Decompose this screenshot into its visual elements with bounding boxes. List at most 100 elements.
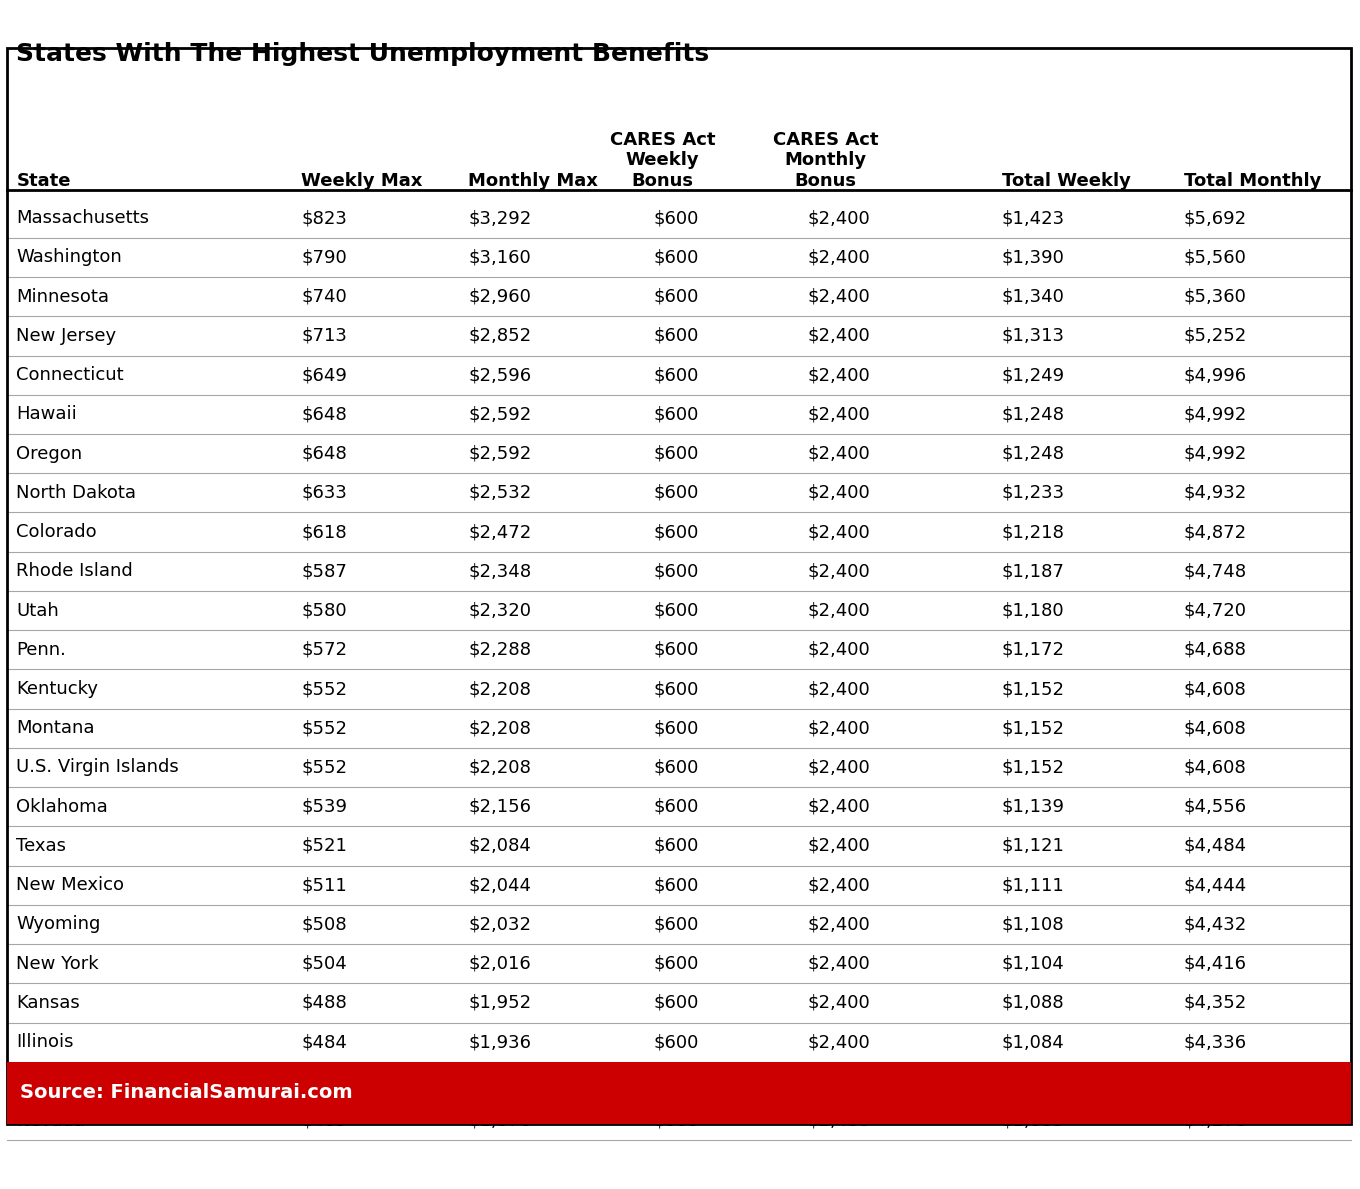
- Text: $484: $484: [302, 1033, 347, 1051]
- Text: $4,992: $4,992: [1183, 445, 1247, 463]
- Text: $1,423: $1,423: [1002, 209, 1065, 227]
- Text: Total Monthly: Total Monthly: [1183, 172, 1321, 190]
- Text: $4,748: $4,748: [1183, 562, 1247, 580]
- Text: $1,121: $1,121: [1002, 837, 1065, 855]
- Text: New Mexico: New Mexico: [16, 876, 124, 894]
- Text: $4,336: $4,336: [1183, 1033, 1247, 1051]
- Text: $600: $600: [653, 719, 699, 737]
- Text: $600: $600: [653, 602, 699, 619]
- Text: $600: $600: [653, 484, 699, 502]
- Text: $3,292: $3,292: [468, 209, 532, 227]
- Text: Nevada: Nevada: [16, 1112, 86, 1130]
- Text: $2,044: $2,044: [468, 876, 532, 894]
- Text: $600: $600: [653, 876, 699, 894]
- Text: $1,248: $1,248: [1002, 445, 1065, 463]
- Text: $4,320: $4,320: [1183, 1072, 1247, 1090]
- Text: $1,920: $1,920: [468, 1072, 532, 1090]
- Text: $1,936: $1,936: [468, 1033, 532, 1051]
- Text: $1,876: $1,876: [468, 1112, 532, 1130]
- Text: $508: $508: [302, 916, 347, 933]
- Text: $2,016: $2,016: [468, 955, 532, 973]
- Text: $600: $600: [653, 1112, 699, 1130]
- Text: $2,348: $2,348: [468, 562, 532, 580]
- Text: $2,208: $2,208: [468, 759, 532, 776]
- Text: $488: $488: [302, 994, 347, 1012]
- Text: $521: $521: [302, 837, 347, 855]
- Text: $600: $600: [653, 523, 699, 541]
- Text: $572: $572: [302, 641, 347, 659]
- Text: $2,596: $2,596: [468, 366, 532, 384]
- Text: $600: $600: [653, 680, 699, 698]
- Text: New York: New York: [16, 955, 99, 973]
- Text: $4,996: $4,996: [1183, 366, 1247, 384]
- Text: Texas: Texas: [16, 837, 67, 855]
- Text: Ohio: Ohio: [16, 1072, 58, 1090]
- Text: $3,160: $3,160: [468, 249, 532, 266]
- Text: $4,352: $4,352: [1183, 994, 1247, 1012]
- Text: Kansas: Kansas: [16, 994, 80, 1012]
- Text: $1,084: $1,084: [1002, 1033, 1065, 1051]
- Text: $648: $648: [302, 405, 347, 423]
- Text: $4,688: $4,688: [1183, 641, 1247, 659]
- Text: $2,400: $2,400: [808, 641, 870, 659]
- Text: $600: $600: [653, 916, 699, 933]
- Text: Wyoming: Wyoming: [16, 916, 101, 933]
- Text: $1,340: $1,340: [1002, 288, 1065, 306]
- Text: $4,556: $4,556: [1183, 798, 1247, 816]
- Text: $1,139: $1,139: [1002, 798, 1065, 816]
- Text: $552: $552: [302, 759, 347, 776]
- Text: $600: $600: [653, 405, 699, 423]
- Text: $2,032: $2,032: [468, 916, 532, 933]
- Text: $480: $480: [302, 1072, 347, 1090]
- Text: Kentucky: Kentucky: [16, 680, 98, 698]
- Text: CARES Act
Monthly
Bonus: CARES Act Monthly Bonus: [772, 131, 879, 190]
- Text: $790: $790: [302, 249, 347, 266]
- Text: $600: $600: [653, 445, 699, 463]
- Text: $2,400: $2,400: [808, 405, 870, 423]
- Text: $4,608: $4,608: [1183, 719, 1247, 737]
- Text: $1,152: $1,152: [1002, 680, 1065, 698]
- Text: $1,069: $1,069: [1002, 1112, 1065, 1130]
- Text: Oklahoma: Oklahoma: [16, 798, 107, 816]
- Text: $600: $600: [653, 327, 699, 345]
- Text: Massachusetts: Massachusetts: [16, 209, 150, 227]
- Text: $1,233: $1,233: [1002, 484, 1065, 502]
- Text: $600: $600: [653, 288, 699, 306]
- Text: $539: $539: [302, 798, 347, 816]
- Text: $1,152: $1,152: [1002, 759, 1065, 776]
- Text: $633: $633: [302, 484, 347, 502]
- Text: $1,248: $1,248: [1002, 405, 1065, 423]
- Text: $2,400: $2,400: [808, 366, 870, 384]
- Text: Monthly Max: Monthly Max: [468, 172, 598, 190]
- Text: Rhode Island: Rhode Island: [16, 562, 133, 580]
- Text: Minnesota: Minnesota: [16, 288, 109, 306]
- Text: $1,218: $1,218: [1002, 523, 1065, 541]
- Text: $2,400: $2,400: [808, 445, 870, 463]
- Text: $2,208: $2,208: [468, 680, 532, 698]
- Text: $2,400: $2,400: [808, 327, 870, 345]
- Text: U.S. Virgin Islands: U.S. Virgin Islands: [16, 759, 180, 776]
- Text: $2,400: $2,400: [808, 1033, 870, 1051]
- Text: Illinois: Illinois: [16, 1033, 73, 1051]
- Text: $600: $600: [653, 837, 699, 855]
- Text: $2,400: $2,400: [808, 1112, 870, 1130]
- Text: $587: $587: [302, 562, 347, 580]
- Text: Utah: Utah: [16, 602, 58, 619]
- Text: $2,208: $2,208: [468, 719, 532, 737]
- Text: $1,088: $1,088: [1002, 994, 1065, 1012]
- Text: $5,252: $5,252: [1183, 327, 1247, 345]
- Text: $580: $580: [302, 602, 347, 619]
- Text: $740: $740: [302, 288, 347, 306]
- Text: $2,400: $2,400: [808, 916, 870, 933]
- Text: $4,484: $4,484: [1183, 837, 1247, 855]
- Text: $4,276: $4,276: [1183, 1112, 1247, 1130]
- Text: $618: $618: [302, 523, 347, 541]
- Text: Total Weekly: Total Weekly: [1002, 172, 1130, 190]
- Text: $2,852: $2,852: [468, 327, 532, 345]
- Text: Penn.: Penn.: [16, 641, 67, 659]
- Text: $4,720: $4,720: [1183, 602, 1247, 619]
- Text: $2,400: $2,400: [808, 719, 870, 737]
- Text: $2,532: $2,532: [468, 484, 532, 502]
- Text: $2,400: $2,400: [808, 484, 870, 502]
- Text: $5,360: $5,360: [1183, 288, 1247, 306]
